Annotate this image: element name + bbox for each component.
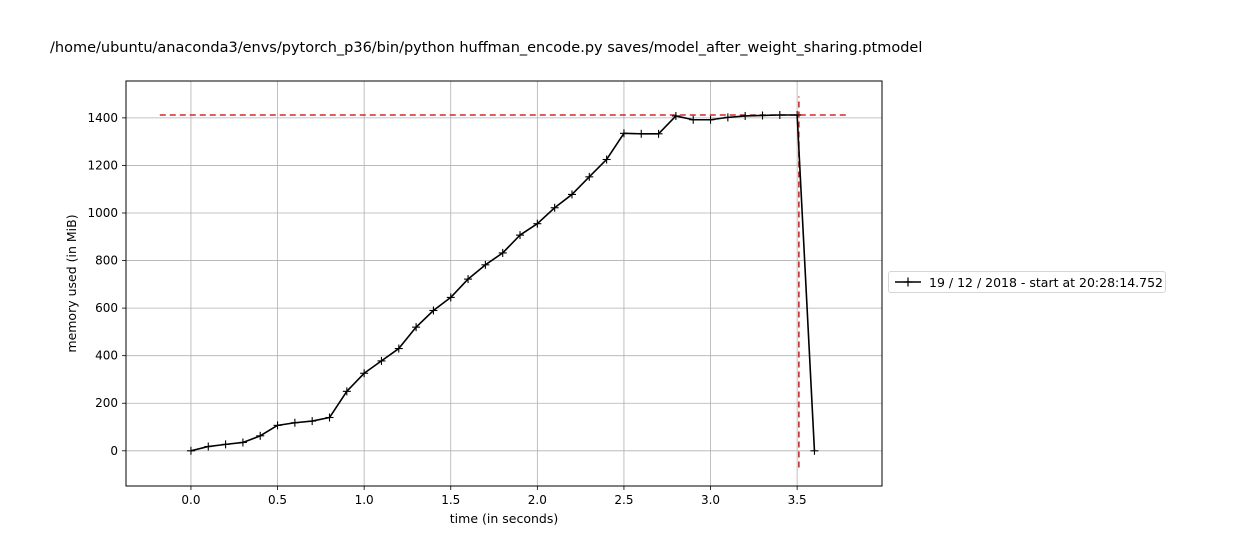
legend-swatch bbox=[895, 277, 921, 287]
data-point bbox=[516, 231, 525, 240]
x-axis-label: time (in seconds) bbox=[450, 511, 558, 526]
data-point bbox=[256, 431, 265, 440]
data-point bbox=[481, 260, 490, 269]
legend: 19 / 12 / 2018 - start at 20:28:14.752 bbox=[888, 271, 1166, 293]
y-tick-label: 800 bbox=[95, 254, 118, 268]
data-point bbox=[533, 219, 542, 228]
y-tick-label: 400 bbox=[95, 349, 118, 363]
data-point bbox=[446, 293, 455, 302]
x-tick-label: 2.5 bbox=[614, 493, 633, 507]
data-point bbox=[290, 418, 299, 427]
x-tick-label: 0.0 bbox=[181, 493, 200, 507]
legend-label: 19 / 12 / 2018 - start at 20:28:14.752 bbox=[929, 274, 1163, 290]
x-tick-label: 3.0 bbox=[701, 493, 720, 507]
data-point bbox=[775, 111, 784, 120]
data-point bbox=[342, 387, 351, 396]
data-point bbox=[308, 417, 317, 426]
x-tick-label: 2.0 bbox=[528, 493, 547, 507]
data-point bbox=[671, 111, 680, 120]
data-point bbox=[498, 248, 507, 257]
data-point bbox=[723, 113, 732, 122]
series bbox=[186, 111, 819, 455]
data-point bbox=[567, 190, 576, 199]
data-point bbox=[273, 421, 282, 430]
data-point bbox=[585, 172, 594, 181]
ticks: 0.0 0.5 1.0 1.5 2.0 2.5 3.0 3.5 0 200 400 600 800 100… bbox=[87, 111, 806, 507]
data-point bbox=[412, 323, 421, 332]
data-point bbox=[706, 115, 715, 124]
data-point bbox=[758, 111, 767, 120]
data-point bbox=[360, 369, 369, 378]
data-point bbox=[810, 446, 819, 455]
data-point bbox=[619, 129, 628, 138]
chart-title: /home/ubuntu/anaconda3/envs/pytorch_p36/… bbox=[50, 40, 923, 56]
axes-frame bbox=[125, 80, 883, 487]
y-axis-label: memory used (in MiB) bbox=[64, 214, 79, 352]
data-point bbox=[394, 344, 403, 353]
data-point bbox=[238, 438, 247, 447]
reference-lines bbox=[159, 96, 850, 468]
data-point bbox=[602, 155, 611, 164]
x-tick-label: 0.5 bbox=[268, 493, 287, 507]
data-point bbox=[689, 115, 698, 124]
data-point bbox=[325, 413, 334, 422]
data-point bbox=[377, 356, 386, 365]
data-point bbox=[464, 275, 473, 284]
data-point bbox=[654, 129, 663, 138]
data-point bbox=[204, 442, 213, 451]
y-tick-label: 200 bbox=[95, 396, 118, 410]
data-point bbox=[186, 446, 195, 455]
data-point bbox=[429, 306, 438, 315]
y-tick-label: 1400 bbox=[87, 111, 118, 125]
y-tick-label: 0 bbox=[110, 444, 118, 458]
x-tick-label: 1.0 bbox=[355, 493, 374, 507]
x-tick-label: 3.5 bbox=[788, 493, 807, 507]
data-point bbox=[793, 111, 802, 120]
y-tick-label: 1000 bbox=[87, 206, 118, 220]
data-point bbox=[637, 129, 646, 138]
grid bbox=[126, 81, 882, 486]
y-tick-label: 1200 bbox=[87, 158, 118, 172]
x-tick-label: 1.5 bbox=[441, 493, 460, 507]
y-tick-label: 600 bbox=[95, 301, 118, 315]
data-point bbox=[550, 203, 559, 212]
data-point bbox=[741, 111, 750, 120]
data-point bbox=[221, 440, 230, 449]
